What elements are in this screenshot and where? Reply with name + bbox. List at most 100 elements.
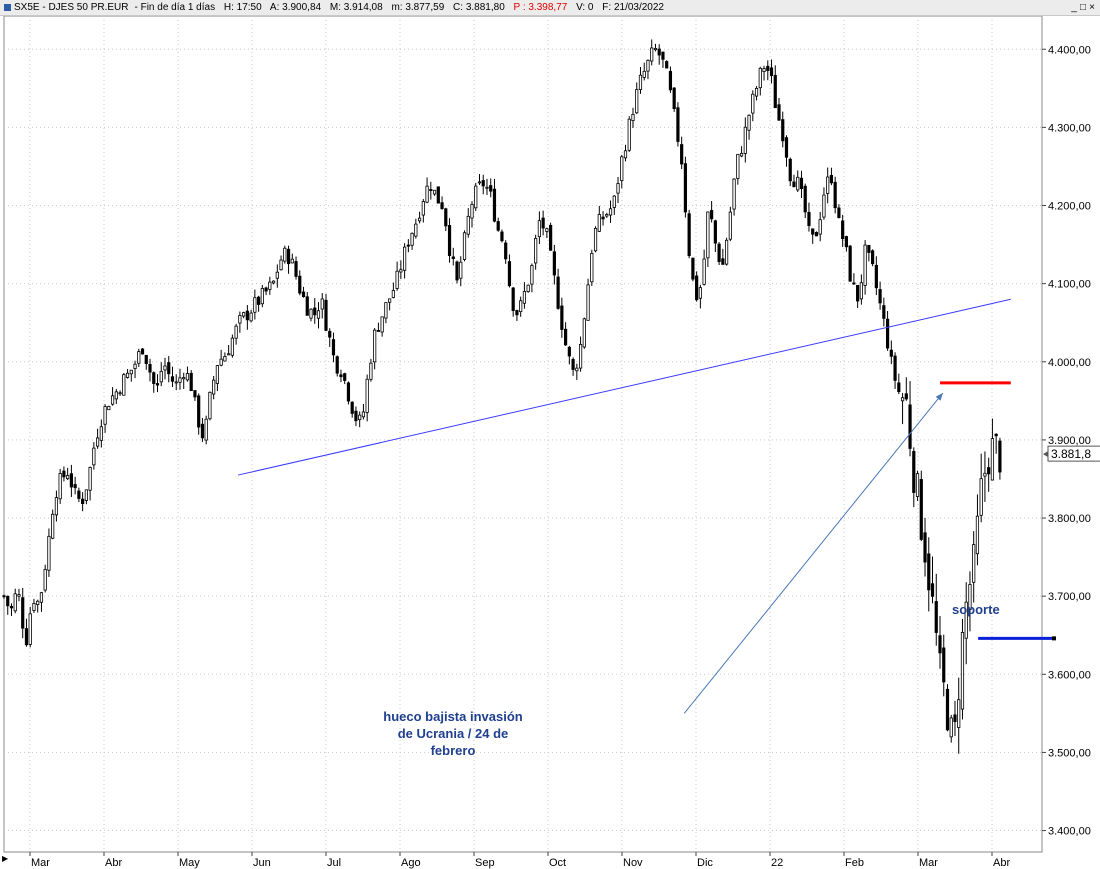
candle-body xyxy=(69,473,73,488)
candle-body xyxy=(32,603,36,611)
candle-body xyxy=(462,232,467,260)
candle-body xyxy=(552,251,556,276)
candle-body xyxy=(653,48,658,51)
gap-arrow-head xyxy=(935,393,943,401)
y-tick-label: 4.300,00 xyxy=(1048,122,1091,134)
candle-body xyxy=(122,374,126,396)
candle-body xyxy=(125,372,130,378)
x-tick-label: Jun xyxy=(253,857,271,869)
candle-body xyxy=(912,451,916,493)
candle-body xyxy=(642,70,646,78)
candle-body xyxy=(792,181,796,188)
candle-body xyxy=(923,532,927,563)
candle-body xyxy=(339,374,343,378)
candle-body xyxy=(818,219,822,235)
candle-body xyxy=(758,67,762,89)
candle-body xyxy=(927,553,931,591)
support-label: soporte xyxy=(952,602,1000,617)
symbol-label: SX5E - DJES 50 PR.EUR xyxy=(14,2,129,13)
candle-body xyxy=(129,369,133,375)
candle-body xyxy=(28,613,32,645)
candle-body xyxy=(788,158,792,182)
candle-body xyxy=(507,261,512,287)
candle-body xyxy=(979,478,983,516)
candle-body xyxy=(822,194,826,218)
candle-body xyxy=(245,310,249,321)
candle-body xyxy=(283,247,287,262)
candle-body xyxy=(103,406,107,425)
candle-body xyxy=(417,217,422,222)
candle-body xyxy=(140,348,145,355)
candle-body xyxy=(324,299,328,331)
candle-body xyxy=(369,362,373,380)
candle-body xyxy=(541,217,545,229)
candle-body xyxy=(878,289,882,304)
candle-body xyxy=(316,310,321,319)
candle-body xyxy=(586,284,590,321)
candle-body xyxy=(960,632,965,710)
candle-body xyxy=(904,393,908,400)
candle-body xyxy=(717,243,721,262)
candle-body xyxy=(841,220,845,239)
maximize-button[interactable]: □ xyxy=(1079,2,1088,13)
y-tick-label: 3.700,00 xyxy=(1048,591,1091,603)
candle-body xyxy=(627,118,631,151)
scroll-left-arrow[interactable]: ▶ xyxy=(2,854,9,863)
candle-body xyxy=(249,312,253,322)
high-value: M: 3.914,08 xyxy=(329,2,383,13)
candle-body xyxy=(953,714,957,722)
candle-body xyxy=(260,287,264,305)
candle-body xyxy=(88,466,92,491)
candle-body xyxy=(938,635,942,654)
minimize-button[interactable]: _ xyxy=(1071,2,1078,13)
candle-body xyxy=(511,287,515,311)
candle-body xyxy=(829,174,834,184)
candle-body xyxy=(987,467,991,475)
candle-body xyxy=(365,378,369,413)
open-value: A: 3.900,84 xyxy=(269,2,322,13)
candle-body xyxy=(949,717,953,738)
candle-body xyxy=(320,298,324,310)
candle-body xyxy=(223,356,227,362)
candle-body xyxy=(155,383,160,386)
y-tick-label: 3.400,00 xyxy=(1048,826,1091,838)
candle-body xyxy=(578,343,583,369)
support-line-handle xyxy=(1052,636,1056,641)
candle-body xyxy=(837,207,841,218)
candle-body xyxy=(24,628,29,646)
candle-body xyxy=(747,114,751,131)
candle-body xyxy=(635,89,639,114)
x-tick-label: Abr xyxy=(993,857,1010,869)
candle-body xyxy=(556,276,560,309)
candle-body xyxy=(680,144,684,165)
candle-body xyxy=(601,216,605,220)
candle-body xyxy=(286,248,291,265)
candle-body xyxy=(230,337,234,356)
candle-body xyxy=(294,261,298,277)
candle-body xyxy=(290,258,294,264)
candle-body xyxy=(526,284,530,292)
candle-body xyxy=(395,270,399,289)
x-tick-label: 22 xyxy=(771,857,783,869)
x-tick-label: May xyxy=(179,857,200,869)
candle-body xyxy=(773,75,777,109)
candle-body xyxy=(421,201,425,216)
close-button[interactable]: × xyxy=(1089,2,1096,13)
candle-body xyxy=(665,61,669,69)
candle-body xyxy=(388,298,392,303)
candle-body xyxy=(178,377,182,383)
y-tick-label: 3.900,00 xyxy=(1048,435,1091,447)
candle-body xyxy=(784,137,789,158)
price-chart[interactable]: 4.400,00 4.300,00 4.200,00 4.100,00 4.000,00… xyxy=(0,16,1100,869)
candle-body xyxy=(833,181,837,209)
candle-body xyxy=(848,245,852,282)
candle-body xyxy=(47,535,51,571)
candle-body xyxy=(852,282,856,285)
candle-body xyxy=(92,447,96,466)
candle-body xyxy=(964,601,968,639)
hour-value: H: 17:50 xyxy=(223,2,262,13)
candle-body xyxy=(631,114,635,121)
candle-body xyxy=(661,51,665,60)
candle-body xyxy=(350,401,354,414)
candle-body xyxy=(608,208,613,216)
